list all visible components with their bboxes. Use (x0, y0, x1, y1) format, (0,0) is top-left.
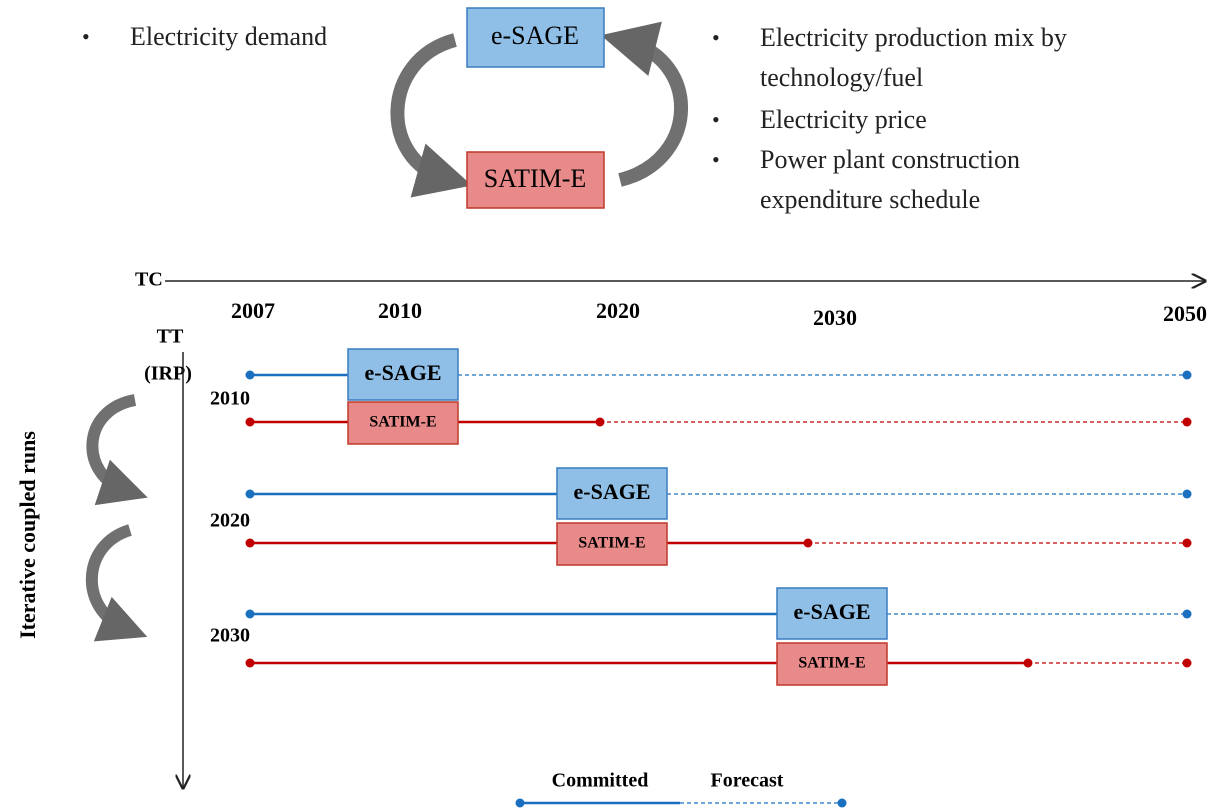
dot (1182, 370, 1192, 380)
bullet: • (712, 107, 720, 132)
bullet-text: Electricity price (760, 105, 927, 134)
dot (1182, 489, 1192, 499)
dot (1182, 609, 1192, 619)
run-year: 2030 (210, 625, 250, 647)
dot (803, 538, 813, 548)
dot (1023, 658, 1033, 668)
box-label: e-SAGE (365, 360, 442, 385)
side-label: Iterative coupled runs (15, 431, 40, 639)
run-year: 2010 (210, 388, 250, 410)
box-label: e-SAGE (794, 599, 871, 624)
cycle-arrow (390, 33, 472, 198)
vertical-label: (IRP) (144, 363, 192, 385)
year: 2050 (1163, 301, 1207, 326)
legend-dot (837, 798, 847, 808)
box-label: e-SAGE (574, 479, 651, 504)
box-label: e-SAGE (491, 21, 579, 50)
year: 2020 (596, 298, 640, 323)
runs: e-SAGE SATIM-E 2010 e-SAGE SATIM-E 2020 e-SAGE… (210, 348, 1192, 686)
satim-box (466, 151, 605, 209)
satim-box (347, 401, 459, 445)
dot (1182, 417, 1192, 427)
dot (245, 538, 255, 548)
bullet: • (712, 25, 720, 50)
esage-box (776, 587, 888, 640)
legend-label: Forecast (711, 770, 784, 792)
iteration-arrow (85, 524, 148, 642)
dot (245, 370, 255, 380)
dot (245, 417, 255, 427)
satim-box (556, 522, 668, 566)
dot (1182, 538, 1192, 548)
box-label: SATIM-E (578, 535, 645, 552)
dot (245, 658, 255, 668)
bullet-text: Electricity production mix by technology… (760, 23, 1067, 92)
esage-box (556, 467, 668, 520)
esage-box (347, 348, 459, 401)
year: 2030 (813, 305, 857, 330)
satim-box (776, 642, 888, 686)
dot (245, 609, 255, 619)
bullet: • (712, 147, 720, 172)
legend-dot (515, 798, 525, 808)
esage-box (466, 7, 605, 68)
year: 2007 (231, 298, 275, 323)
iteration-arrow (86, 394, 148, 506)
vertical-label: TT (157, 326, 184, 348)
cycle-arrow (600, 21, 688, 187)
box-label: SATIM-E (484, 164, 587, 193)
box-label: SATIM-E (369, 414, 436, 431)
bullet-text: Electricity demand (130, 22, 328, 51)
axis-label: TC (135, 269, 163, 291)
year: 2010 (378, 298, 422, 323)
bullet-text: Power plant construction expenditure sch… (760, 145, 1020, 214)
dot (245, 489, 255, 499)
run-year: 2020 (210, 510, 250, 532)
box-label: SATIM-E (798, 655, 865, 672)
dot (1182, 658, 1192, 668)
bullet: • (82, 24, 90, 49)
dot (595, 417, 605, 427)
legend-label: Committed (552, 770, 649, 792)
